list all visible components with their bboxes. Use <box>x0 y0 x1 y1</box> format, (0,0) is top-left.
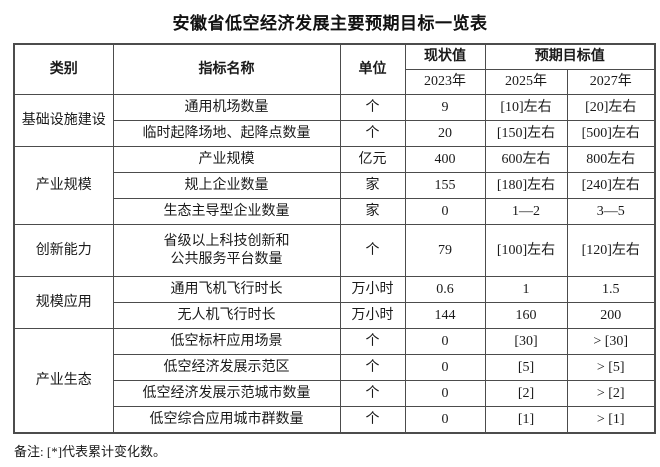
value-2027-cell: 1.5 <box>566 276 656 303</box>
header-target-value: 预期目标值 <box>484 43 656 70</box>
value-2023-cell: 0 <box>404 354 486 381</box>
indicator-cell: 省级以上科技创新和 公共服务平台数量 <box>112 224 341 277</box>
value-2025-cell: [150]左右 <box>484 120 568 147</box>
indicator-cell: 低空经济发展示范城市数量 <box>112 380 341 407</box>
value-2027-cell: [20]左右 <box>566 94 656 121</box>
category-cell: 产业规模 <box>13 146 114 225</box>
header-category: 类别 <box>13 43 114 95</box>
unit-cell: 万小时 <box>339 276 406 303</box>
table-row: 低空综合应用城市群数量 个 0 [1] > [1] <box>14 406 656 433</box>
unit-cell: 个 <box>339 120 406 147</box>
value-2023-cell: 144 <box>404 302 486 329</box>
value-2023-cell: 0 <box>404 406 486 433</box>
indicator-cell: 低空标杆应用场景 <box>112 328 341 355</box>
value-2025-cell: [1] <box>484 406 568 433</box>
header-year-2023: 2023年 <box>404 69 486 95</box>
category-cell: 产业生态 <box>13 328 114 433</box>
unit-cell: 个 <box>339 224 406 277</box>
indicator-cell: 通用飞机飞行时长 <box>112 276 341 303</box>
value-2027-cell: 200 <box>566 302 656 329</box>
value-2025-cell: 600左右 <box>484 146 568 173</box>
value-2025-cell: [100]左右 <box>484 224 568 277</box>
header-year-2025: 2025年 <box>484 69 568 95</box>
table-row: 规模应用 通用飞机飞行时长 万小时 0.6 1 1.5 <box>13 276 656 329</box>
table-row: 产业生态 低空标杆应用场景 个 0 [30] > [30] <box>13 328 656 433</box>
indicator-cell: 产业规模 <box>112 146 341 173</box>
table-row: 临时起降场地、起降点数量 个 20 [150]左右 [500]左右 <box>14 120 656 147</box>
table-row: 生态主导型企业数量 家 0 1—2 3—5 <box>14 198 656 225</box>
value-2027-cell: > [2] <box>566 380 656 407</box>
unit-cell: 个 <box>339 380 406 407</box>
value-2027-cell: [120]左右 <box>566 224 656 277</box>
value-2023-cell: 0 <box>404 380 486 407</box>
value-2027-cell: [500]左右 <box>566 120 656 147</box>
indicator-cell: 规上企业数量 <box>112 172 341 199</box>
value-2025-cell: 1 <box>484 276 568 303</box>
indicator-cell: 临时起降场地、起降点数量 <box>112 120 341 147</box>
value-2027-cell: [240]左右 <box>566 172 656 199</box>
table-header: 类别 指标名称 单位 现状值 预期目标值 2023年 2025年 2027年 <box>13 43 656 95</box>
value-2023-cell: 0 <box>404 328 486 355</box>
table-row: 产业规模 产业规模 亿元 400 600左右 800左右 <box>13 146 656 225</box>
unit-cell: 个 <box>339 406 406 433</box>
category-cell: 基础设施建设 <box>13 94 114 147</box>
value-2023-cell: 0.6 <box>404 276 486 303</box>
table-row: 低空经济发展示范城市数量 个 0 [2] > [2] <box>14 380 656 407</box>
footnote: 备注: [*]代表累计变化数。 <box>14 443 167 459</box>
category-cell: 规模应用 <box>13 276 114 329</box>
unit-cell: 个 <box>339 94 406 121</box>
header-current-value: 现状值 <box>404 43 486 70</box>
table-body: 基础设施建设 通用机场数量 个 9 [10]左右 [20]左右 临时起降场地、起… <box>13 94 656 433</box>
indicator-cell: 低空综合应用城市群数量 <box>112 406 341 433</box>
unit-cell: 亿元 <box>339 146 406 173</box>
value-2027-cell: > [30] <box>566 328 656 355</box>
page: 安徽省低空经济发展主要预期目标一览表 类别 指标名称 单位 现状值 预期目标值 … <box>0 9 660 460</box>
value-2023-cell: 20 <box>404 120 486 147</box>
table-row: 创新能力 省级以上科技创新和 公共服务平台数量 个 79 [100]左右 [12… <box>13 224 656 277</box>
value-2023-cell: 9 <box>404 94 486 121</box>
value-2023-cell: 0 <box>404 198 486 225</box>
page-title: 安徽省低空经济发展主要预期目标一览表 <box>172 14 488 33</box>
unit-cell: 个 <box>339 354 406 381</box>
value-2025-cell: 160 <box>484 302 568 329</box>
indicator-cell: 生态主导型企业数量 <box>112 198 341 225</box>
value-2025-cell: [2] <box>484 380 568 407</box>
value-2025-cell: [30] <box>484 328 568 355</box>
value-2027-cell: 3—5 <box>566 198 656 225</box>
value-2025-cell: [5] <box>484 354 568 381</box>
header-indicator: 指标名称 <box>112 43 341 95</box>
unit-cell: 家 <box>339 198 406 225</box>
value-2023-cell: 79 <box>404 224 486 277</box>
unit-cell: 个 <box>339 328 406 355</box>
header-unit: 单位 <box>339 43 406 95</box>
table-row: 规上企业数量 家 155 [180]左右 [240]左右 <box>14 172 656 199</box>
value-2023-cell: 155 <box>404 172 486 199</box>
indicator-cell: 通用机场数量 <box>112 94 341 121</box>
value-2023-cell: 400 <box>404 146 486 173</box>
header-row-1: 类别 指标名称 单位 现状值 预期目标值 <box>13 43 656 95</box>
value-2025-cell: [10]左右 <box>484 94 568 121</box>
value-2027-cell: 800左右 <box>566 146 656 173</box>
value-2027-cell: > [1] <box>566 406 656 433</box>
value-2025-cell: [180]左右 <box>484 172 568 199</box>
header-row-2: 2023年 2025年 2027年 <box>14 69 656 95</box>
value-2025-cell: 1—2 <box>484 198 568 225</box>
indicator-cell: 无人机飞行时长 <box>112 302 341 329</box>
unit-cell: 万小时 <box>339 302 406 329</box>
header-year-2027: 2027年 <box>566 69 656 95</box>
indicator-cell: 低空经济发展示范区 <box>112 354 341 381</box>
table-row: 基础设施建设 通用机场数量 个 9 [10]左右 [20]左右 <box>13 94 656 147</box>
category-cell: 创新能力 <box>13 224 114 277</box>
targets-table: 类别 指标名称 单位 现状值 预期目标值 2023年 2025年 2027年 基… <box>13 43 656 434</box>
unit-cell: 家 <box>339 172 406 199</box>
value-2027-cell: > [5] <box>566 354 656 381</box>
